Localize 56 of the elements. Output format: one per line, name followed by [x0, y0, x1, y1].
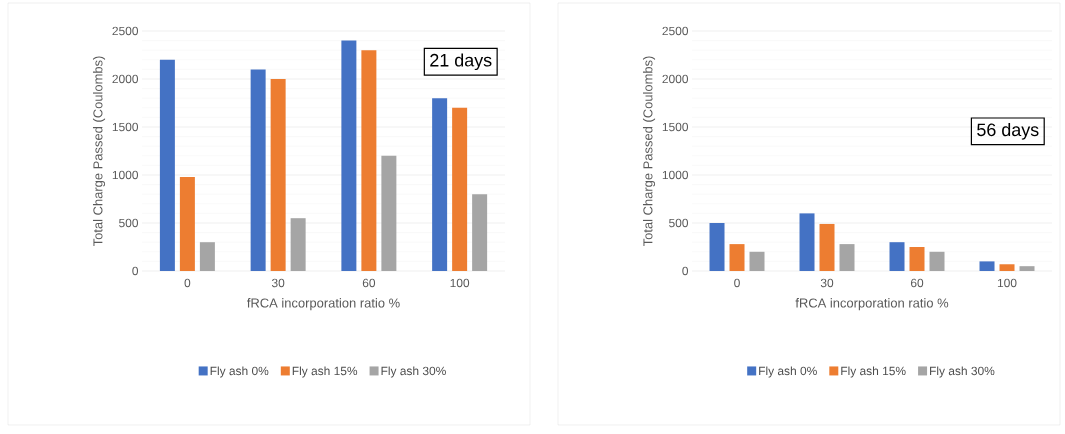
y-tick-label: 2000 [112, 74, 139, 84]
bar [472, 194, 488, 271]
bar [909, 246, 925, 271]
annotation: 21 days [430, 53, 492, 71]
bar [799, 213, 815, 271]
y-tick-label: 0 [132, 266, 139, 276]
bar [929, 251, 945, 271]
bar [290, 218, 306, 271]
legend-label: Fly ash 15% [841, 366, 906, 378]
legend-label: Fly ash 0% [759, 366, 817, 378]
bar [709, 222, 725, 271]
bar [432, 98, 448, 271]
bar [839, 244, 855, 271]
x-tick-label: 100 [450, 278, 470, 288]
y-tick-label: 1500 [662, 122, 689, 132]
bar [361, 50, 377, 271]
legend-label: Fly ash 0% [210, 366, 269, 378]
bar [159, 59, 175, 271]
bar [270, 78, 286, 271]
y-tick-label: 2500 [662, 26, 689, 36]
bar [729, 244, 745, 271]
x-tick-label: 30 [820, 278, 834, 288]
y-tick-label: 500 [669, 218, 689, 228]
legend-label: Fly ash 15% [292, 366, 358, 378]
y-tick-label: 1500 [112, 122, 139, 132]
bar [381, 155, 397, 271]
bar [250, 69, 266, 271]
y-tick-label: 1000 [662, 170, 689, 180]
y-tick-label: 500 [119, 218, 139, 228]
legend-label: Fly ash 30% [930, 366, 995, 378]
bar [979, 261, 995, 271]
x-tick-label: 0 [734, 278, 740, 288]
bar [1019, 266, 1035, 271]
annotation: 56 days [977, 122, 1039, 140]
x-tick-label: 100 [997, 278, 1017, 288]
bar [199, 242, 215, 271]
x-tick-label: 60 [362, 278, 376, 288]
x-tick-label: 0 [184, 278, 191, 288]
bar [999, 264, 1015, 271]
x-tick-label: 30 [271, 278, 285, 288]
y-tick-label: 2500 [112, 26, 139, 36]
y-tick-label: 0 [682, 266, 689, 276]
x-tick-label: 60 [910, 278, 924, 288]
y-axis-title: Total Charge Passed (Coulombs) [642, 56, 656, 247]
bar [819, 223, 835, 271]
y-axis-title: Total Charge Passed (Coulombs) [92, 56, 106, 247]
bar [341, 40, 357, 271]
x-axis-title: fRCA incorporation ratio % [795, 298, 949, 311]
legend-label: Fly ash 30% [381, 366, 446, 378]
y-tick-label: 2000 [662, 74, 689, 84]
y-tick-label: 1000 [112, 170, 139, 180]
bar [452, 107, 468, 271]
bar [889, 242, 905, 271]
bar [179, 176, 195, 271]
x-axis-title: fRCA incorporation ratio % [247, 298, 400, 311]
bar [749, 251, 765, 271]
